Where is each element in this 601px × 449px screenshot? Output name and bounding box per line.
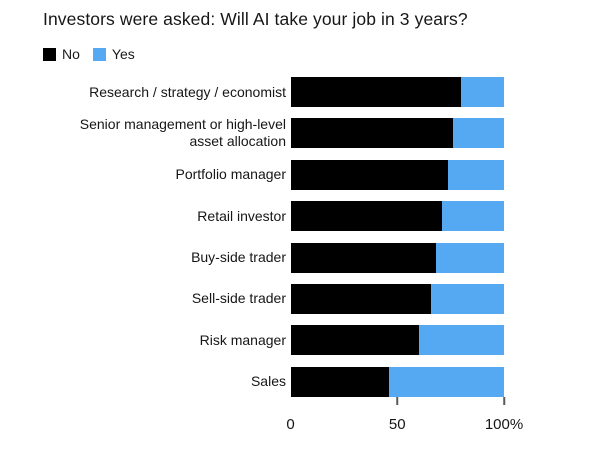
- bar-row: Senior management or high-level asset al…: [43, 116, 505, 150]
- bar-segment-no: [290, 283, 432, 314]
- bar-row: Research / strategy / economist: [43, 77, 504, 107]
- bar-segment-no: [290, 77, 462, 107]
- bar-segment-no: [290, 366, 389, 397]
- chart-title: Investors were asked: Will AI take your …: [43, 9, 468, 29]
- legend-item-yes: Yes: [92, 46, 135, 62]
- bar-segment-yes: [435, 242, 504, 273]
- bar-row: Portfolio manager: [43, 159, 505, 190]
- category-label: Sales: [250, 373, 286, 390]
- bar-segment-no: [290, 159, 449, 190]
- bar-track: [290, 77, 505, 107]
- bar-row: Sales: [43, 366, 505, 397]
- bar-track: [290, 159, 505, 190]
- bar-row: Sell-side trader: [43, 283, 505, 314]
- category-label: Buy-side trader: [191, 249, 286, 266]
- bar-segment-no: [290, 201, 443, 232]
- bar-segment-no: [290, 118, 453, 149]
- legend-label: No: [62, 46, 80, 62]
- category-label: Research / strategy / economist: [89, 83, 286, 100]
- x-axis-tick-label: 0: [286, 416, 295, 433]
- x-axis: 0 50 100%: [286, 397, 523, 441]
- legend-swatch-no-icon: [43, 47, 56, 61]
- bar-row: Retail investor: [43, 201, 505, 232]
- bar-segment-yes: [442, 201, 504, 232]
- x-axis-tick-label: 50: [388, 416, 406, 433]
- bar-segment-yes: [431, 283, 504, 314]
- bar-row: Risk manager: [43, 325, 505, 356]
- bar-segment-no: [290, 242, 436, 273]
- legend-item-no: No: [43, 46, 80, 62]
- bar-segment-yes: [461, 77, 504, 107]
- bar-track: [290, 118, 505, 149]
- category-label: Retail investor: [197, 207, 286, 224]
- category-label: Sell-side trader: [191, 290, 286, 307]
- legend-swatch-yes-icon: [92, 47, 106, 61]
- legend-label: Yes: [111, 46, 135, 62]
- bar-track: [290, 283, 505, 314]
- bar-segment-yes: [448, 159, 504, 190]
- x-axis-tick-mark: [396, 397, 398, 405]
- x-axis-tick-label: 100%: [484, 416, 524, 433]
- x-axis-tick-mark: [503, 397, 505, 405]
- category-label: Senior management or high-level asset al…: [79, 116, 286, 150]
- bar-segment-no: [290, 325, 419, 356]
- bar-rows: Research / strategy / economist Senior ma…: [43, 77, 504, 397]
- bar-segment-yes: [418, 325, 504, 356]
- bar-segment-yes: [452, 118, 504, 149]
- category-label: Risk manager: [199, 331, 286, 348]
- legend: No Yes: [43, 46, 135, 62]
- bar-track: [290, 366, 505, 397]
- bar-track: [290, 325, 505, 356]
- bar-segment-yes: [388, 366, 504, 397]
- bar-track: [290, 201, 505, 232]
- category-label: Portfolio manager: [175, 166, 286, 183]
- bar-row: Buy-side trader: [43, 242, 505, 273]
- bar-track: [290, 242, 505, 273]
